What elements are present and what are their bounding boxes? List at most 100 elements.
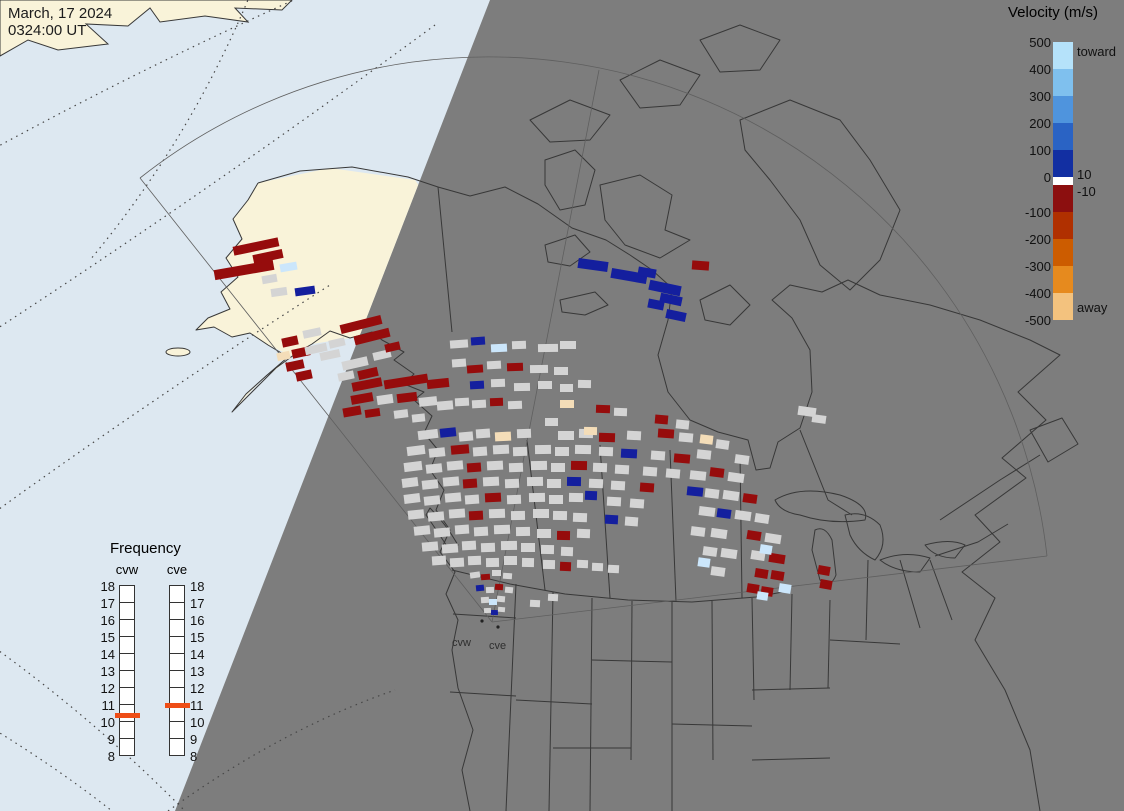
velocity-cell [665,309,687,322]
frequency-column-label: cve [166,562,188,577]
frequency-bar-cell [119,687,135,705]
velocity-cell [302,327,322,339]
velocity-cell [529,599,541,608]
colorbar-segment-away [1053,212,1073,239]
velocity-cell [428,447,446,458]
state-borders [437,186,1009,811]
frequency-tick-label: 18 [190,579,205,594]
velocity-tick-label: 400 [1029,62,1051,77]
velocity-cell [778,583,792,594]
velocity-cell [285,359,305,372]
velocity-cell [295,369,313,382]
island-st-lawrence [165,347,191,357]
velocity-cell [493,524,511,535]
frequency-bar-cell [169,636,185,654]
velocity-cell [754,512,770,525]
velocity-tick-label: -300 [1024,259,1051,274]
velocity-cell [276,350,291,362]
velocity-cell [560,341,576,349]
velocity-cell [770,570,785,581]
velocity-cell [697,557,711,568]
velocity-cell [342,405,362,418]
velocity-cell [475,584,485,592]
velocity-cell [689,470,707,481]
frequency-tick-label: 13 [100,664,115,679]
frequency-tick-label: 17 [190,596,205,611]
velocity-tick-label: 200 [1029,116,1051,131]
velocity-cell [537,343,559,353]
velocity-cell [584,490,598,501]
velocity-tick-label: 500 [1029,35,1051,50]
velocity-cell [551,463,565,472]
velocity-cell [376,393,394,406]
velocity-cell [690,526,706,537]
velocity-cell [488,508,506,519]
velocity-cell [558,431,574,440]
frequency-bar-cell [119,653,135,671]
velocity-cell [591,562,604,572]
velocity-cell [469,571,481,579]
frequency-legend: Frequency cvw 18 17 16 15 14 13 12 11 10 9 8 cve 18 17… [100,540,220,780]
velocity-cell [449,339,469,349]
colorbar-segment-away [1053,266,1073,293]
frequency-tick-label: 13 [190,664,205,679]
velocity-cell [442,476,460,487]
velocity-cell [421,541,439,552]
velocity-cell [746,529,762,542]
velocity-cell [454,524,470,535]
velocity-cell [577,379,592,389]
velocity-cell [673,453,691,464]
velocity-cell [431,555,447,566]
velocity-cell [614,464,630,475]
velocity-cell [639,482,655,493]
land-chukotka [0,0,294,57]
zero-upper-label: 10 [1077,167,1092,182]
velocity-cell [506,362,524,372]
velocity-cell [530,460,548,471]
velocity-cell [423,495,441,506]
velocity-cell [470,336,486,346]
arctic-islands [529,24,1079,463]
velocity-cell [560,546,574,557]
velocity-cell [610,480,626,491]
frequency-bar-cell [169,653,185,671]
velocity-cell [715,439,730,450]
velocity-cell [768,552,786,565]
velocity-tick-label: -100 [1024,205,1051,220]
date-text: March, 17 2024 [8,5,113,22]
velocity-cell [494,583,504,591]
graticule [0,0,436,811]
velocity-cell [304,342,328,356]
velocity-cell [504,556,517,565]
velocity-cell [461,540,477,551]
velocity-cell [811,414,827,424]
velocity-cell [592,462,608,473]
velocity-cell [547,479,561,488]
velocity-cell [425,463,443,474]
velocity-cell [466,364,484,374]
frequency-tick-label: 11 [101,698,116,713]
time-text: 0324:00 UT [8,22,87,39]
velocity-cell [407,509,425,520]
frequency-bar-cell [119,602,135,620]
velocity-cell [232,237,280,256]
velocity-cell [764,532,782,545]
velocity-cell [698,506,716,517]
lake-great-slave [559,291,609,316]
velocity-cell [454,397,470,407]
velocity-cell [270,286,288,298]
velocity-tick-label: 100 [1029,143,1051,158]
velocity-cell [490,343,508,353]
velocity-cell [485,557,500,568]
lake-ontario [924,541,966,559]
frequency-bar-cell [119,670,135,688]
velocity-cell [647,298,665,311]
velocity-cell [513,382,531,392]
velocity-cell [568,492,584,503]
velocity-cell [637,266,657,279]
velocity-cell [817,565,831,576]
velocity-cell [710,527,728,540]
velocity-cell [489,599,497,605]
velocity-cell [613,407,628,417]
